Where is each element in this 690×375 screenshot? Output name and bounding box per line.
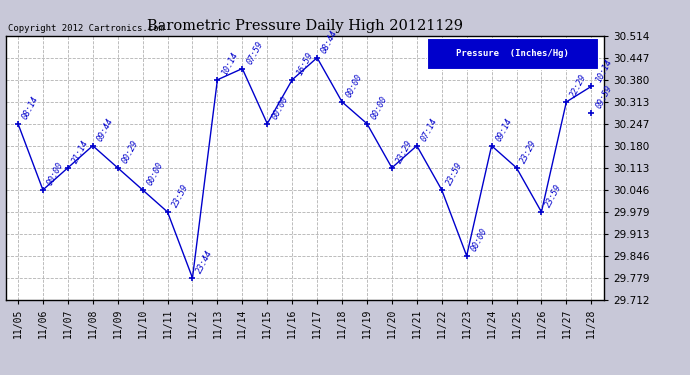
Text: 23:29: 23:29 (520, 139, 539, 165)
Text: 00:00: 00:00 (46, 161, 66, 187)
Text: 21:14: 21:14 (70, 139, 90, 165)
Text: 00:00: 00:00 (270, 94, 290, 121)
Text: 07:14: 07:14 (420, 117, 440, 143)
Text: 00:00: 00:00 (370, 94, 389, 121)
Text: 23:29: 23:29 (395, 139, 414, 165)
Text: 00:00: 00:00 (146, 161, 165, 187)
Text: 07:59: 07:59 (245, 39, 265, 66)
Text: 09:44: 09:44 (95, 117, 115, 143)
Text: 10:14: 10:14 (220, 51, 240, 77)
Text: 23:59: 23:59 (444, 161, 464, 187)
Text: 23:59: 23:59 (544, 183, 564, 209)
Text: 10:14: 10:14 (594, 57, 613, 84)
Text: 16:59: 16:59 (295, 51, 315, 77)
Title: Barometric Pressure Daily High 20121129: Barometric Pressure Daily High 20121129 (147, 19, 462, 33)
Text: 08:44: 08:44 (320, 28, 339, 55)
Text: 00:00: 00:00 (345, 73, 364, 99)
Text: 00:29: 00:29 (121, 139, 140, 165)
Text: 00:00: 00:00 (469, 227, 489, 253)
Text: 09:14: 09:14 (494, 117, 514, 143)
Text: 23:59: 23:59 (170, 183, 190, 209)
Text: Copyright 2012 Cartronics.com: Copyright 2012 Cartronics.com (8, 24, 164, 33)
Text: 08:14: 08:14 (21, 94, 41, 121)
Text: 09:59: 09:59 (594, 84, 613, 110)
Text: 22:29: 22:29 (569, 73, 589, 99)
Text: 23:44: 23:44 (195, 249, 215, 275)
